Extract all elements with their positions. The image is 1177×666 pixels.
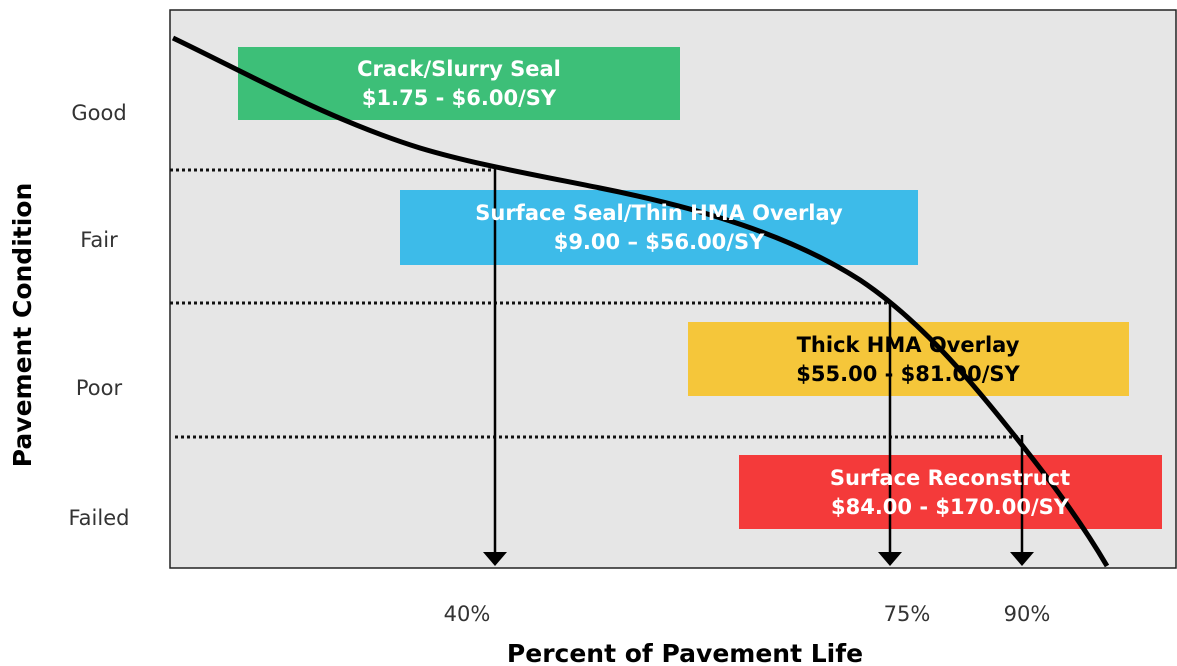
box-cost: $9.00 – $56.00/SY [554,230,765,254]
arrowhead [878,552,902,566]
percent-label: 40% [444,602,491,626]
box-title: Thick HMA Overlay [797,333,1020,357]
arrowhead [483,552,507,566]
condition-label: Failed [69,506,130,530]
box-cost: $55.00 - $81.00/SY [796,362,1020,386]
condition-label: Fair [80,228,118,252]
box-title: Surface Seal/Thin HMA Overlay [475,201,843,225]
box-cost: $84.00 - $170.00/SY [831,495,1070,519]
condition-label: Poor [76,376,123,400]
x-axis-title: Percent of Pavement Life [507,639,863,666]
box-title: Surface Reconstruct [830,466,1070,490]
deterioration-curve [171,35,1110,568]
percent-label: 75% [884,602,931,626]
y-axis-title: Pavement Condition [8,183,37,468]
box [688,322,1129,396]
box-title: Crack/Slurry Seal [357,57,561,81]
percent-label: 90% [1004,602,1051,626]
arrowhead [1010,552,1034,566]
box-cost: $1.75 - $6.00/SY [362,86,557,110]
condition-label: Good [71,101,126,125]
box [739,455,1162,529]
